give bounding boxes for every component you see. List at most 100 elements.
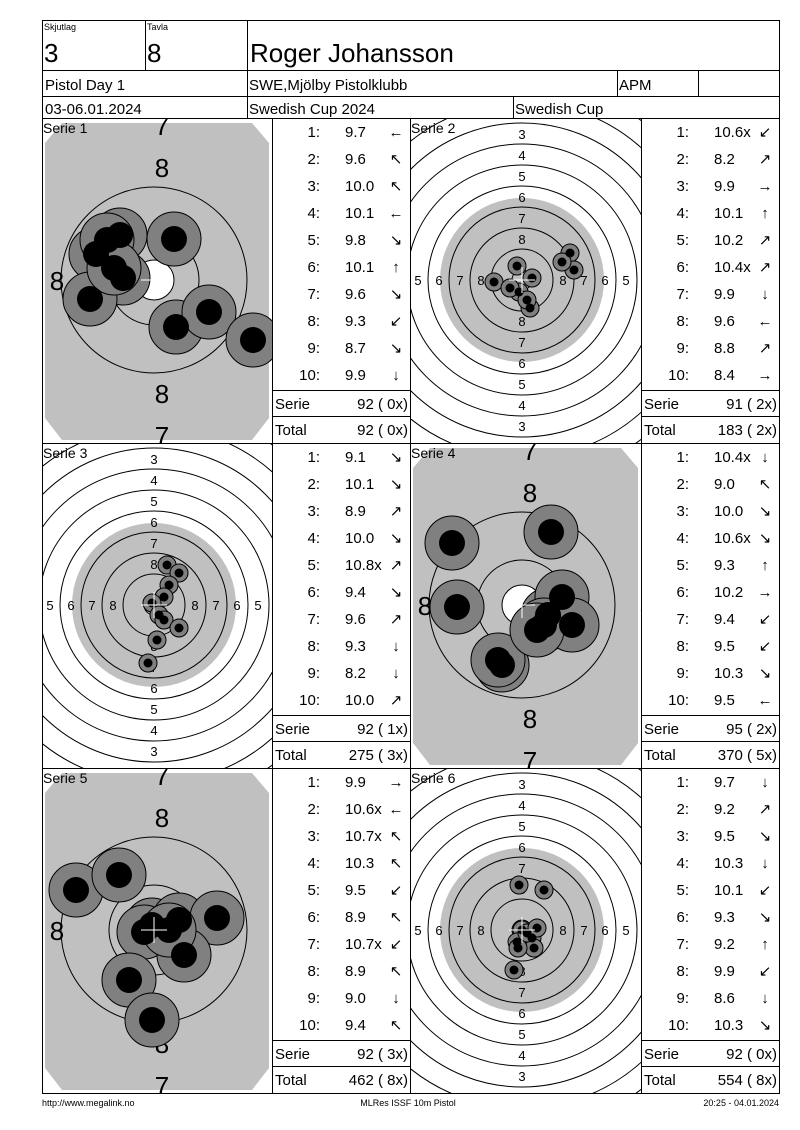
- shot-number: 1:: [307, 124, 320, 141]
- shot-center: [77, 286, 103, 312]
- ring: [448, 856, 596, 1004]
- shot-center: [139, 1007, 165, 1033]
- ring-label: 8: [523, 478, 537, 508]
- shot-number: 6:: [307, 909, 320, 926]
- shot-direction: ↙: [759, 124, 772, 141]
- shot-number: 3:: [307, 178, 320, 195]
- series-title: Serie 6: [411, 770, 456, 786]
- ring-label: 6: [601, 273, 608, 288]
- ring-label: 3: [518, 1069, 525, 1084]
- ring-label: 8: [109, 598, 116, 613]
- serie-score: 92 ( 0x): [357, 396, 408, 413]
- shot-score: 9.9: [714, 178, 735, 195]
- serie-score: 92 ( 1x): [357, 721, 408, 738]
- shot-number: 4:: [307, 855, 320, 872]
- shot-center: [524, 617, 550, 643]
- shot-center: [164, 580, 174, 590]
- shot-center: [565, 248, 575, 258]
- shot-center: [204, 905, 230, 931]
- ring-label: 7: [518, 211, 525, 226]
- ring-label: 5: [254, 598, 261, 613]
- shot-number: 6:: [676, 909, 689, 926]
- shot-direction: ↘: [390, 232, 403, 249]
- lane-label: Tavla: [147, 22, 168, 32]
- shot-number: 5:: [676, 882, 689, 899]
- shot-number: 9:: [307, 340, 320, 357]
- shot-score: 10.0: [345, 692, 374, 709]
- shot-center: [557, 257, 567, 267]
- shot-center: [196, 299, 222, 325]
- ring-label: 8: [518, 232, 525, 247]
- shot-direction: ↗: [390, 611, 403, 628]
- ring-label: 6: [518, 356, 525, 371]
- shot-score: 8.9: [345, 503, 366, 520]
- ring-label: 5: [622, 923, 629, 938]
- ring-label: 7: [518, 335, 525, 350]
- shot-score: 9.8: [345, 232, 366, 249]
- shot-center: [514, 287, 524, 297]
- shot-score: 10.7x: [345, 828, 382, 845]
- shot-score: 8.2: [714, 151, 735, 168]
- ring-label: 8: [559, 273, 566, 288]
- ring: [411, 793, 641, 1067]
- shot-number: 8:: [676, 638, 689, 655]
- ring-label: 8: [50, 266, 64, 296]
- shot-direction: ↙: [759, 963, 772, 980]
- ring: [490, 898, 554, 962]
- shot-number: 10:: [668, 367, 689, 384]
- shot-center: [532, 923, 542, 933]
- shot-score: 10.7x: [345, 936, 382, 953]
- shot-score: 9.9: [345, 774, 366, 791]
- ring: [60, 186, 248, 374]
- shot-number: 4:: [676, 205, 689, 222]
- shot-center: [174, 568, 184, 578]
- footer-right: 20:25 - 04.01.2024: [703, 1098, 779, 1108]
- club: SWE,Mjölby Pistolklubb: [249, 77, 407, 94]
- series-title: Serie 5: [43, 770, 88, 786]
- shot-direction: ↘: [759, 665, 772, 682]
- shot-number: 4:: [676, 855, 689, 872]
- squad: 3: [44, 38, 58, 68]
- shot-score: 9.3: [714, 909, 735, 926]
- total-score: 275 ( 3x): [349, 747, 408, 764]
- shot-direction: ↘: [759, 503, 772, 520]
- ring: [428, 511, 616, 699]
- total-label: Total: [275, 422, 307, 439]
- shot-score: 8.9: [345, 909, 366, 926]
- shot-direction: ↗: [759, 232, 772, 249]
- footer-left: http://www.megalink.no: [42, 1098, 135, 1108]
- shot-number: 2:: [676, 801, 689, 818]
- shot-score: 10.3: [714, 1017, 743, 1034]
- shot-center: [489, 277, 499, 287]
- ring: [448, 206, 596, 354]
- shot-score: 9.4: [345, 1017, 366, 1034]
- shot-center: [509, 965, 519, 975]
- ring: [411, 122, 641, 438]
- ring: [469, 227, 575, 333]
- ring-label: 8: [477, 923, 484, 938]
- ring-label: 3: [150, 452, 157, 467]
- shot-center: [143, 658, 153, 668]
- ring-label: 7: [518, 861, 525, 876]
- shot-direction: ↙: [390, 882, 403, 899]
- squad-label: Skjutlag: [44, 22, 76, 32]
- ring-label: 8: [50, 916, 64, 946]
- ring-label: 8: [150, 557, 157, 572]
- shot-direction: ↓: [392, 665, 400, 682]
- shot-score: 10.2: [714, 584, 743, 601]
- date: 03-06.01.2024: [45, 101, 142, 118]
- shot-direction: ↗: [390, 692, 403, 709]
- shot-direction: ↙: [759, 638, 772, 655]
- cup: Swedish Cup: [515, 101, 603, 118]
- crosshair: [141, 917, 167, 943]
- event: Pistol Day 1: [45, 77, 125, 94]
- shot-center: [549, 584, 575, 610]
- ring-label: 3: [664, 273, 671, 288]
- shot-center: [527, 273, 537, 283]
- shot-direction: ↓: [392, 367, 400, 384]
- shot-number: 4:: [307, 530, 320, 547]
- shot-number: 1:: [307, 449, 320, 466]
- ring: [427, 835, 617, 1025]
